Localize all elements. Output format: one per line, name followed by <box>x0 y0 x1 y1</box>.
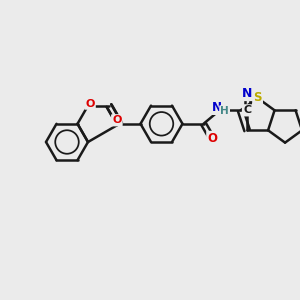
Text: N: N <box>212 101 222 114</box>
Text: O: O <box>85 99 95 109</box>
Text: C: C <box>243 105 251 115</box>
Text: O: O <box>112 115 122 125</box>
Text: S: S <box>253 92 262 104</box>
Text: N: N <box>242 87 252 100</box>
Text: O: O <box>207 132 218 145</box>
Text: H: H <box>220 106 229 116</box>
